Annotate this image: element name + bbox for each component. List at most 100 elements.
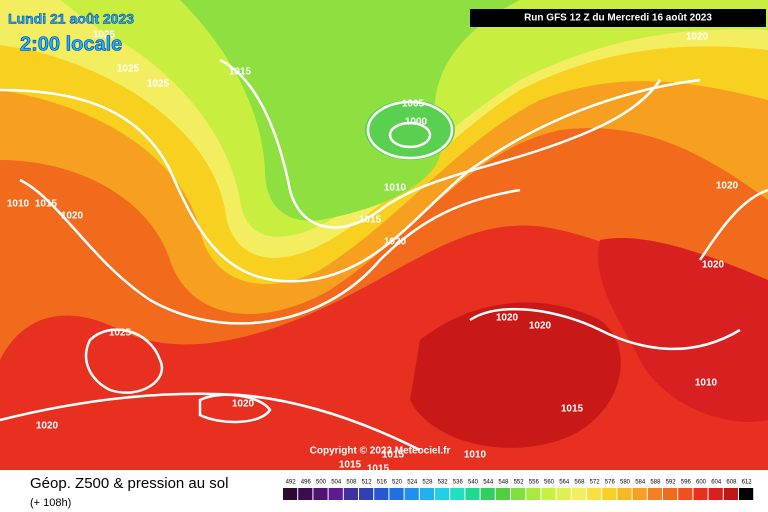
legend-swatch	[495, 488, 510, 500]
isobar-label: 1020	[686, 32, 709, 43]
legend-swatch	[374, 488, 389, 500]
legend-label: 552	[514, 480, 525, 486]
legend-swatch	[465, 488, 480, 500]
footer-lead: (+ 108h)	[30, 497, 71, 509]
legend-swatch	[511, 488, 526, 500]
legend-label: 588	[650, 480, 661, 486]
isobar-label: 1015	[229, 67, 252, 78]
copyright: Copyright © 2023 Meteociel.fr	[310, 446, 451, 457]
run-box	[470, 9, 766, 27]
isobar-label: 1020	[529, 321, 552, 332]
isobar-label: 1025	[109, 328, 132, 339]
isobar-label: 1010	[7, 199, 30, 210]
legend-label: 560	[544, 480, 555, 486]
legend-label: 564	[559, 480, 570, 486]
footer-title: Géop. Z500 & pression au sol	[30, 475, 228, 492]
legend-swatch	[359, 488, 374, 500]
isobar-label: 1020	[36, 421, 59, 432]
legend-label: 524	[407, 480, 418, 486]
isobar-label: 1020	[61, 211, 84, 222]
legend-swatch	[556, 488, 571, 500]
legend-swatch	[739, 488, 754, 500]
isobar-label: 1020	[716, 181, 739, 192]
isobar-label: 1015	[359, 215, 382, 226]
legend-swatch	[328, 488, 343, 500]
isobar-label: 1015	[382, 450, 405, 461]
isobar-label: 1015	[339, 460, 362, 471]
legend-label: 608	[726, 480, 737, 486]
legend-swatch	[723, 488, 738, 500]
legend-label: 604	[711, 480, 722, 486]
legend-label: 596	[681, 480, 692, 486]
run: Run GFS 12 Z du Mercredi 16 août 2023	[524, 13, 712, 24]
legend-swatch	[313, 488, 328, 500]
zone	[410, 302, 621, 448]
isobar-label: 1010	[695, 378, 718, 389]
legend-label: 512	[362, 480, 373, 486]
legend-swatch	[526, 488, 541, 500]
legend-label: 544	[483, 480, 494, 486]
legend-label: 612	[742, 480, 753, 486]
legend-label: 572	[590, 480, 601, 486]
legend-swatch	[708, 488, 723, 500]
legend-label: 584	[635, 480, 646, 486]
low-center	[365, 100, 455, 160]
legend-swatch	[298, 488, 313, 500]
isobar-label: 1000	[405, 117, 428, 128]
isobar-label: 1020	[496, 313, 519, 324]
isobar-label: 1015	[35, 199, 58, 210]
legend-swatch	[663, 488, 678, 500]
isobar-label: 1025	[147, 79, 170, 90]
legend-swatch	[693, 488, 708, 500]
legend-swatch	[587, 488, 602, 500]
legend-swatch	[480, 488, 495, 500]
legend-label: 548	[498, 480, 509, 486]
legend-swatch	[389, 488, 404, 500]
legend-label: 500	[316, 480, 327, 486]
legend-label: 528	[422, 480, 433, 486]
isobar-label: 1020	[702, 260, 725, 271]
legend-swatch	[343, 488, 358, 500]
legend-swatch	[602, 488, 617, 500]
legend-label: 492	[286, 480, 297, 486]
legend-swatch	[571, 488, 586, 500]
legend-label: 516	[377, 480, 388, 486]
legend-swatch	[647, 488, 662, 500]
isobar-label: 1025	[93, 30, 116, 41]
legend-label: 496	[301, 480, 312, 486]
legend-label: 508	[346, 480, 357, 486]
legend-swatch	[419, 488, 434, 500]
isobar-label: 1020	[232, 399, 255, 410]
legend-swatch	[404, 488, 419, 500]
legend-label: 504	[331, 480, 342, 486]
legend-label: 600	[696, 480, 707, 486]
legend-label: 568	[574, 480, 585, 486]
date: Lundi 21 août 2023	[8, 11, 134, 27]
legend-swatch	[632, 488, 647, 500]
isobar-label: 1020	[384, 237, 407, 248]
legend-label: 592	[666, 480, 677, 486]
isobar-label: 1010	[464, 450, 487, 461]
legend-swatch	[283, 488, 298, 500]
legend-swatch	[541, 488, 556, 500]
isobar-label: 1015	[561, 404, 584, 415]
legend-label: 532	[438, 480, 449, 486]
legend-label: 556	[529, 480, 540, 486]
isobar-label: 1010	[384, 183, 407, 194]
legend-label: 580	[620, 480, 631, 486]
legend-label: 540	[468, 480, 479, 486]
isobar-label: 1025	[117, 64, 140, 75]
legend-swatch	[617, 488, 632, 500]
isobars	[0, 58, 768, 452]
zone	[598, 238, 768, 422]
isobar-label: 1005	[402, 99, 425, 110]
zone	[180, 0, 520, 221]
time: 2:00 locale	[20, 33, 122, 55]
legend-label: 576	[605, 480, 616, 486]
legend-label: 520	[392, 480, 403, 486]
legend-label: 536	[453, 480, 464, 486]
legend-swatch	[435, 488, 450, 500]
isobar-label: 1015	[367, 464, 390, 475]
legend-swatch	[678, 488, 693, 500]
